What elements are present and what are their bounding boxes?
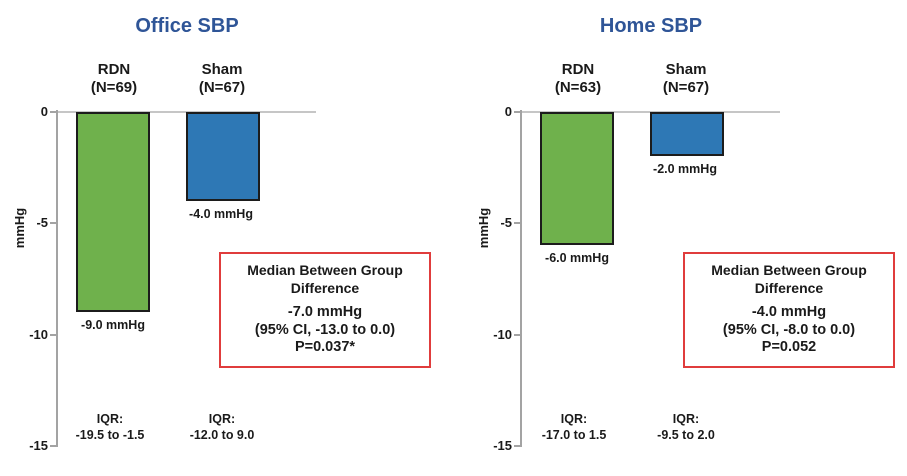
annotation-heading: Median Between Group Difference [247, 262, 403, 296]
iqr-rdn: IQR: -19.5 to -1.5 [75, 412, 145, 442]
confidence-interval: (95% CI, -13.0 to 0.0) [254, 321, 396, 338]
iqr-sham: IQR: -9.5 to 2.0 [657, 412, 715, 442]
p-value: P=0.052 [761, 339, 817, 355]
group-name: RDN [561, 61, 595, 78]
difference-value: -4.0 mmHg [751, 304, 827, 320]
y-tick-label: -5 [36, 215, 48, 230]
y-axis-line [520, 110, 522, 447]
office-sbp-chart: Office SBP RDN (N=69) Sham (N=67) 0 -5 -… [0, 0, 443, 476]
group-name: Sham [201, 61, 243, 78]
y-tick [50, 445, 57, 447]
confidence-interval: (95% CI, -8.0 to 0.0) [722, 321, 856, 338]
group-header-sham: Sham (N=67) [616, 61, 756, 97]
iqr-rdn: IQR: -17.0 to 1.5 [541, 412, 607, 442]
group-header-rdn: RDN (N=63) [508, 61, 648, 97]
y-tick-label: -5 [500, 215, 512, 230]
y-tick [50, 222, 57, 224]
y-tick [50, 334, 57, 336]
difference-value: -7.0 mmHg [287, 304, 363, 320]
bar-rdn [540, 112, 614, 245]
y-tick-label: 0 [504, 104, 512, 119]
bar-value-label: -2.0 mmHg [653, 162, 717, 176]
y-tick-label: -15 [29, 438, 48, 453]
bar-value-label: -9.0 mmHg [81, 318, 145, 332]
p-value: P=0.037* [294, 339, 356, 355]
y-axis-label: mmHg [476, 207, 491, 249]
chart-title: Office SBP [135, 15, 239, 37]
bar-sham [650, 112, 724, 156]
group-name: Sham [665, 61, 707, 78]
y-tick [50, 111, 57, 113]
median-difference-box: Median Between Group Difference -7.0 mmH… [219, 252, 431, 368]
annotation-body: -7.0 mmHg (95% CI, -13.0 to 0.0) P=0.037… [255, 304, 395, 357]
bar-rdn [76, 112, 150, 312]
bar-value-label: -6.0 mmHg [545, 251, 609, 265]
group-header-sham: Sham (N=67) [152, 61, 292, 97]
y-tick [514, 222, 521, 224]
group-n: (N=67) [198, 79, 246, 96]
bar-sham [186, 112, 260, 201]
group-n: (N=67) [662, 79, 710, 96]
annotation-heading: Median Between Group Difference [711, 262, 867, 296]
bar-value-label: -4.0 mmHg [189, 207, 253, 221]
y-tick [514, 445, 521, 447]
y-axis-label: mmHg [12, 207, 27, 249]
y-tick-label: 0 [40, 104, 48, 119]
median-difference-box: Median Between Group Difference -4.0 mmH… [683, 252, 895, 368]
group-n: (N=63) [554, 79, 602, 96]
y-axis-line [56, 110, 58, 447]
y-tick-label: -15 [493, 438, 512, 453]
y-tick-label: -10 [29, 327, 48, 342]
group-header-rdn: RDN (N=69) [44, 61, 184, 97]
home-sbp-chart: Home SBP RDN (N=63) Sham (N=67) 0 -5 -10… [464, 0, 907, 476]
y-tick [514, 334, 521, 336]
group-n: (N=69) [90, 79, 138, 96]
iqr-sham: IQR: -12.0 to 9.0 [189, 412, 255, 442]
y-tick-label: -10 [493, 327, 512, 342]
annotation-body: -4.0 mmHg (95% CI, -8.0 to 0.0) P=0.052 [723, 304, 855, 357]
group-name: RDN [97, 61, 131, 78]
chart-title: Home SBP [599, 15, 703, 37]
y-tick [514, 111, 521, 113]
